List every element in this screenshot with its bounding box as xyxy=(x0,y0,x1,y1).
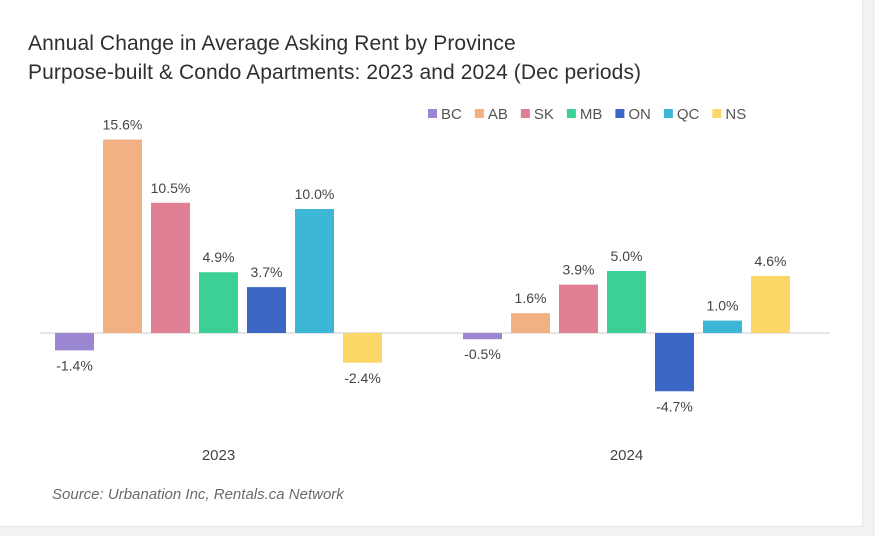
data-label-ns-2023: -2.4% xyxy=(344,370,381,386)
data-label-sk-2023: 10.5% xyxy=(151,180,191,196)
bar-bc-2023 xyxy=(55,333,94,351)
data-label-mb-2024: 5.0% xyxy=(611,248,643,264)
legend-swatch-ns xyxy=(712,109,722,118)
legend-label-qc: QC xyxy=(677,106,700,123)
bar-ns-2024 xyxy=(751,275,790,333)
legend-swatch-qc xyxy=(663,109,673,118)
data-label-ns-2024: 4.6% xyxy=(755,253,787,269)
legend-swatch-ab xyxy=(474,109,484,118)
bar-on-2024 xyxy=(655,333,694,392)
data-label-mb-2023: 4.9% xyxy=(203,249,235,265)
bar-chart: -1.4% -0.5% 15.6% 1.6% 10.5% 3.9% 4.9% 5.0% 3.7%… xyxy=(40,106,830,464)
data-label-bc-2024: -0.5% xyxy=(464,346,501,362)
category-label-2023: 2023 xyxy=(202,447,235,464)
data-label-ab-2024: 1.6% xyxy=(515,290,547,306)
data-label-on-2024: -4.7% xyxy=(656,398,693,414)
data-label-bc-2023: -1.4% xyxy=(56,357,93,373)
legend-label-ab: AB xyxy=(488,106,508,123)
legend-label-bc: BC xyxy=(441,106,462,123)
legend-swatch-on xyxy=(615,109,625,118)
legend-swatch-sk xyxy=(520,109,530,118)
chart-title: Annual Change in Average Asking Rent by … xyxy=(28,32,516,55)
chart-subtitle: Purpose-built & Condo Apartments: 2023 a… xyxy=(28,61,642,84)
legend-swatch-bc xyxy=(428,109,437,118)
legend-label-mb: MB xyxy=(580,106,603,123)
legend-label-on: ON xyxy=(628,106,651,123)
bar-ns-2023 xyxy=(343,333,382,363)
category-label-2024: 2024 xyxy=(610,447,643,464)
data-label-qc-2023: 10.0% xyxy=(295,186,335,202)
legend-label-sk: SK xyxy=(534,106,554,123)
data-label-ab-2023: 15.6% xyxy=(103,117,143,133)
data-label-sk-2024: 3.9% xyxy=(563,262,595,278)
bar-on-2023 xyxy=(247,287,286,333)
chart-card: Annual Change in Average Asking Rent by … xyxy=(0,0,863,527)
bar-ab-2024 xyxy=(511,313,550,333)
bar-sk-2023 xyxy=(151,202,190,333)
bar-sk-2024 xyxy=(559,284,598,333)
bar-mb-2024 xyxy=(607,271,646,333)
bar-qc-2023 xyxy=(295,209,334,333)
data-label-on-2023: 3.7% xyxy=(251,264,283,280)
source-note: Source: Urbanation Inc, Rentals.ca Netwo… xyxy=(52,486,344,503)
bar-qc-2024 xyxy=(703,320,742,333)
data-label-qc-2024: 1.0% xyxy=(707,298,739,314)
bar-ab-2023 xyxy=(103,139,142,333)
bar-mb-2023 xyxy=(199,272,238,333)
legend-swatch-mb xyxy=(566,109,576,118)
bar-bc-2024 xyxy=(463,333,502,340)
legend-label-ns: NS xyxy=(725,106,746,123)
